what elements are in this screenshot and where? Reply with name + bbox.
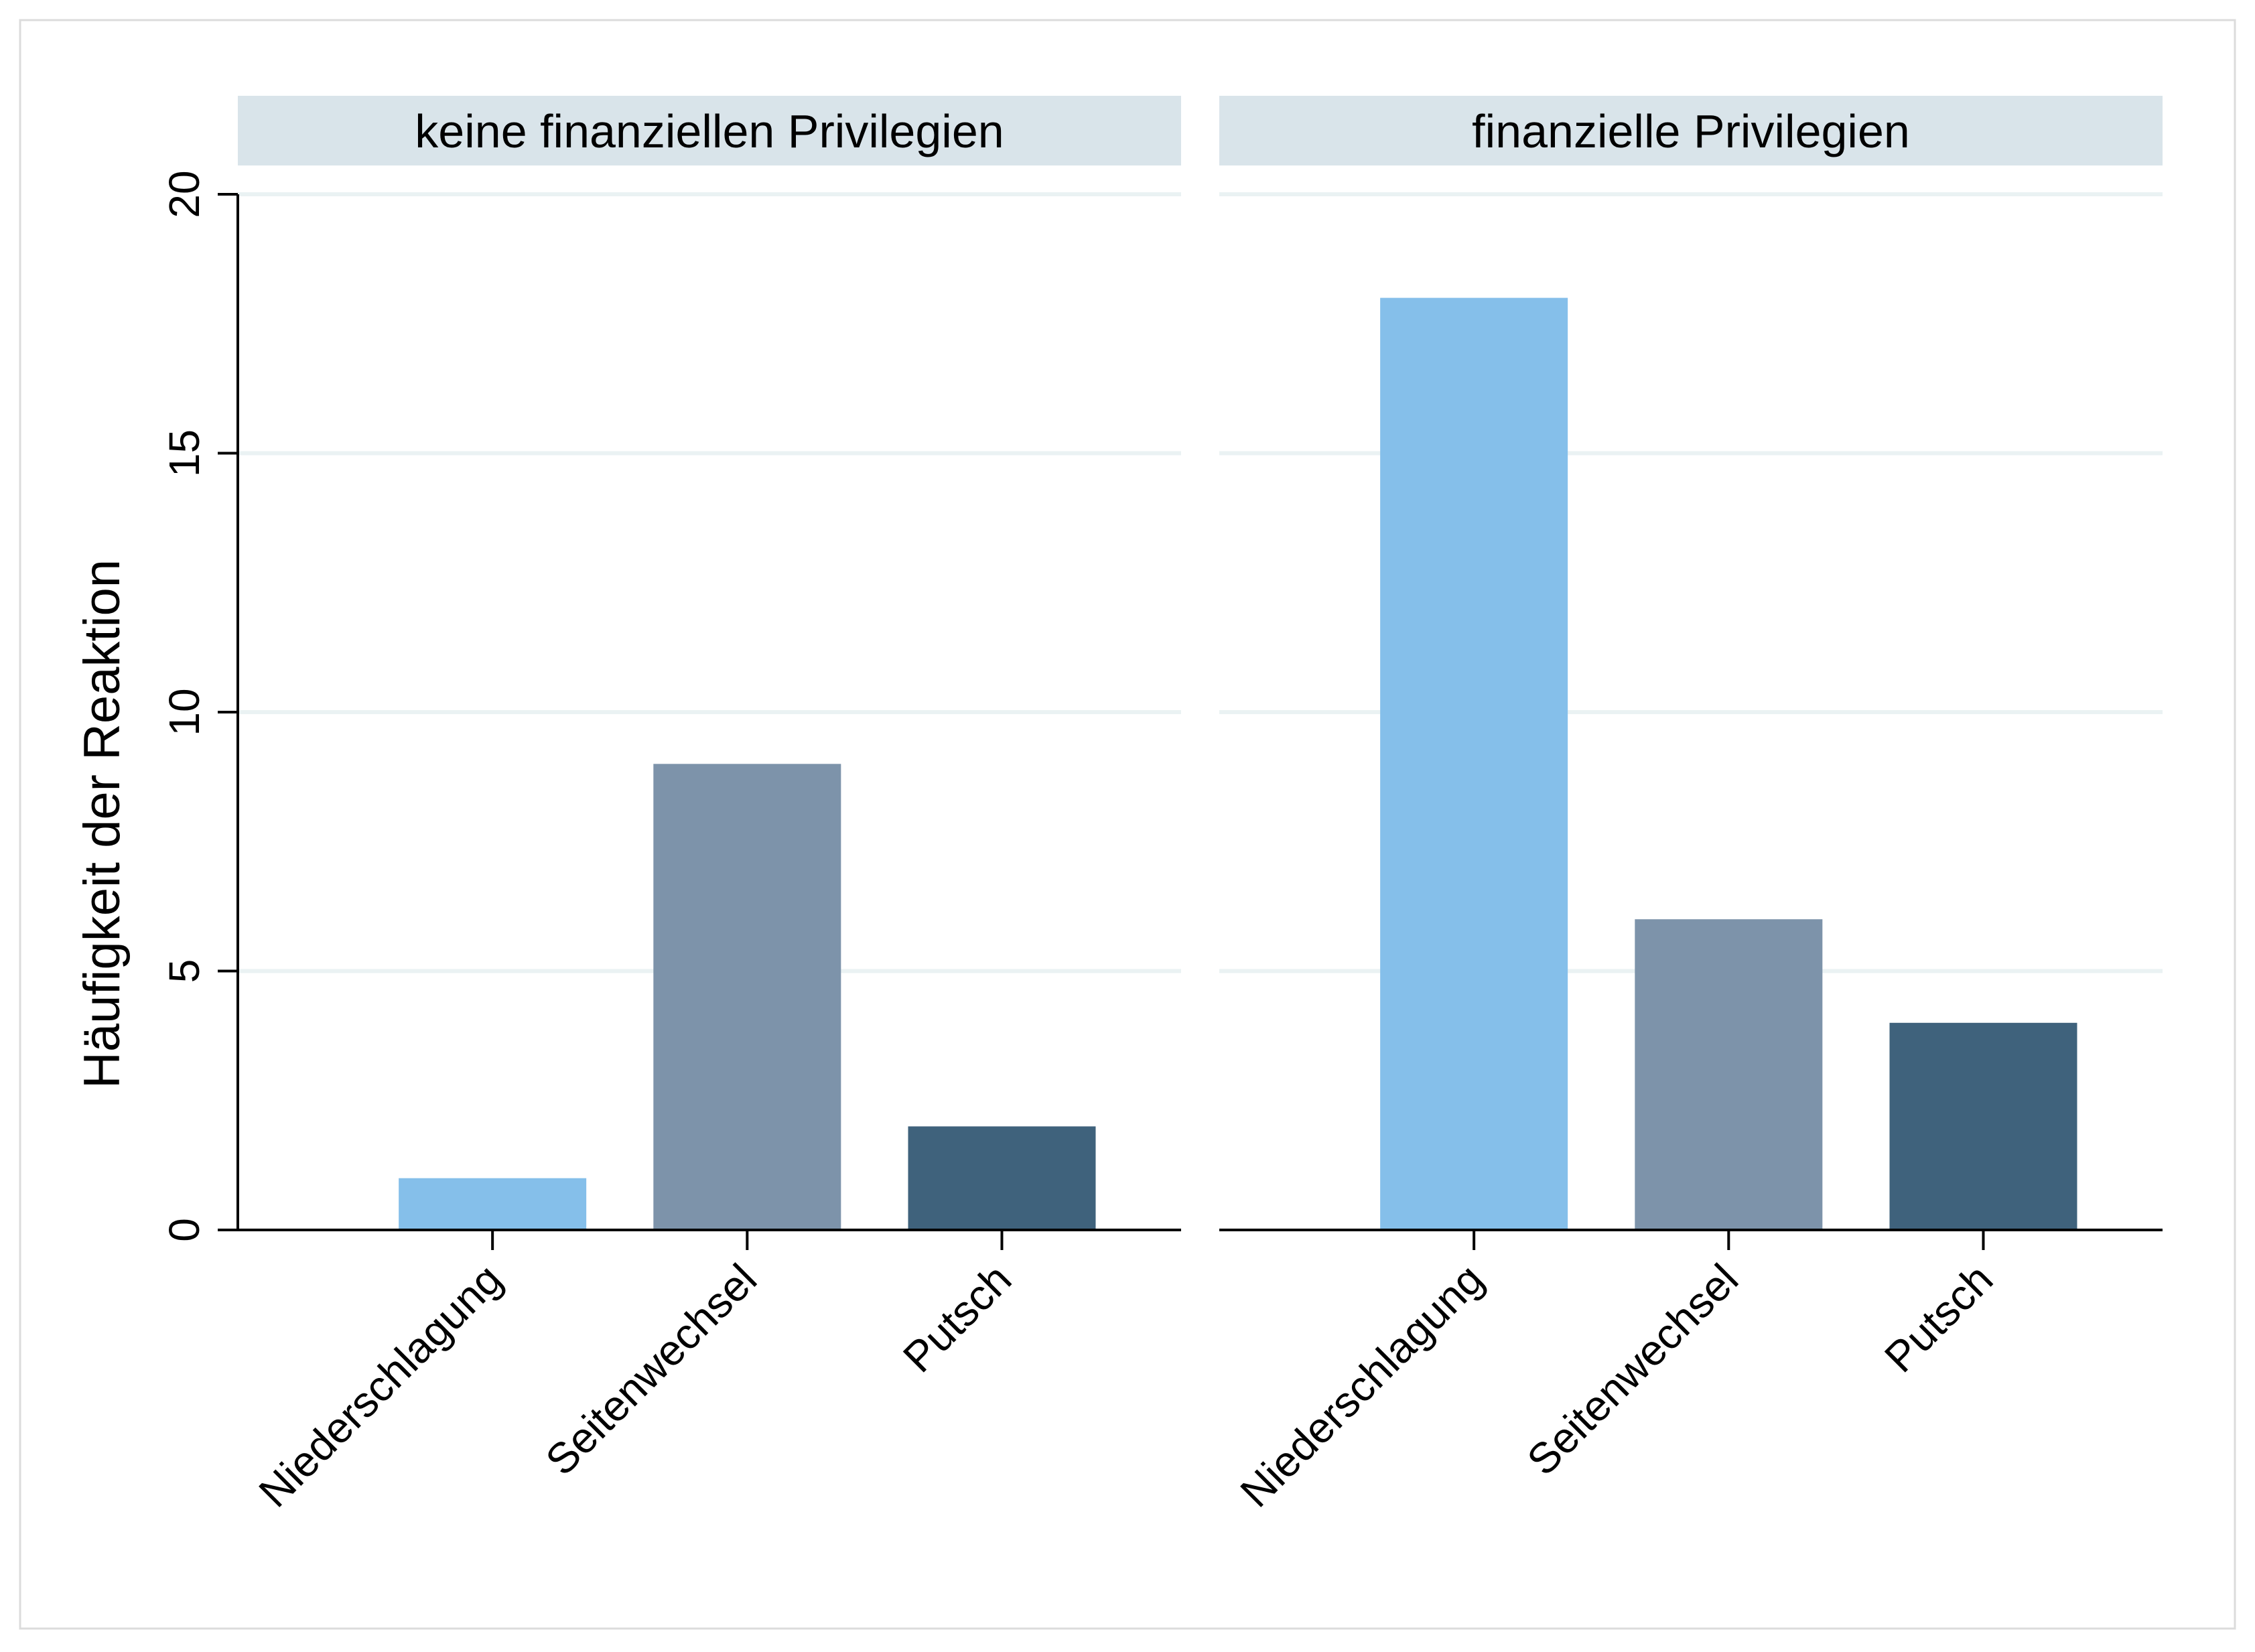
y-tick-label: 15 [160,429,208,477]
bar-niederschlagung [1380,297,1568,1231]
y-tick-label: 10 [160,688,208,736]
chart-frame [19,19,2236,1630]
y-tick-label: 0 [160,1218,208,1242]
bar-seitenwechsel [1635,919,1823,1230]
panel-title: finanzielle Privilegien [1472,105,1910,157]
y-tick-label: 20 [160,170,208,218]
panel-title-strip [1219,96,2163,165]
bar-niederschlagung [399,1178,587,1230]
panel-title: keine finanziellen Privilegien [415,105,1004,157]
y-tick-label: 5 [160,959,208,983]
bar-putsch [908,1126,1096,1230]
bar-seitenwechsel [653,764,841,1230]
panel-title-strip [238,96,1181,165]
y-axis-label: Häufigkeit der Reaktion [74,559,131,1089]
bar-putsch [1889,1022,2077,1230]
